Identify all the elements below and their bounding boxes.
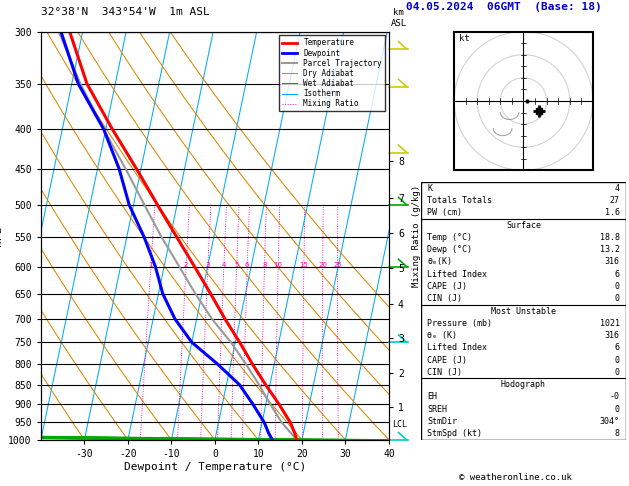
Text: Pressure (mb): Pressure (mb)	[427, 319, 493, 328]
Text: CIN (J): CIN (J)	[427, 368, 462, 377]
Text: 0: 0	[615, 294, 620, 303]
Text: Mixing Ratio (g/kg): Mixing Ratio (g/kg)	[412, 185, 421, 287]
Text: Totals Totals: Totals Totals	[427, 196, 493, 205]
Text: Hodograph: Hodograph	[501, 380, 546, 389]
Text: K: K	[427, 184, 432, 193]
Text: 18.8: 18.8	[599, 233, 620, 242]
Text: SREH: SREH	[427, 405, 447, 414]
Text: Temp (°C): Temp (°C)	[427, 233, 472, 242]
Text: Lifted Index: Lifted Index	[427, 270, 487, 278]
Text: 6: 6	[245, 261, 250, 268]
Text: 10: 10	[274, 261, 282, 268]
Text: 8: 8	[262, 261, 267, 268]
Text: 316: 316	[604, 331, 620, 340]
Text: 316: 316	[604, 258, 620, 266]
Text: 4: 4	[615, 184, 620, 193]
Text: 5: 5	[235, 261, 239, 268]
Text: 6: 6	[615, 270, 620, 278]
Text: 0: 0	[615, 282, 620, 291]
Text: Surface: Surface	[506, 221, 541, 230]
Text: 304°: 304°	[599, 417, 620, 426]
Text: 20: 20	[318, 261, 327, 268]
Text: θₑ (K): θₑ (K)	[427, 331, 457, 340]
Text: θₑ(K): θₑ(K)	[427, 258, 452, 266]
Text: CAPE (J): CAPE (J)	[427, 282, 467, 291]
Text: 2: 2	[184, 261, 188, 268]
X-axis label: Dewpoint / Temperature (°C): Dewpoint / Temperature (°C)	[124, 462, 306, 471]
Text: Dewp (°C): Dewp (°C)	[427, 245, 472, 254]
Text: 1: 1	[148, 261, 153, 268]
Text: 25: 25	[333, 261, 342, 268]
Text: Lifted Index: Lifted Index	[427, 343, 487, 352]
Text: kt: kt	[459, 34, 469, 43]
Text: Most Unstable: Most Unstable	[491, 307, 556, 315]
Text: CAPE (J): CAPE (J)	[427, 356, 467, 364]
Text: 6: 6	[615, 343, 620, 352]
Text: StmSpd (kt): StmSpd (kt)	[427, 429, 482, 438]
Text: km
ASL: km ASL	[391, 8, 407, 28]
Y-axis label: hPa: hPa	[0, 226, 3, 246]
Text: StmDir: StmDir	[427, 417, 457, 426]
Text: 13.2: 13.2	[599, 245, 620, 254]
Legend: Temperature, Dewpoint, Parcel Trajectory, Dry Adiabat, Wet Adiabat, Isotherm, Mi: Temperature, Dewpoint, Parcel Trajectory…	[279, 35, 385, 111]
Text: 27: 27	[610, 196, 620, 205]
Text: 1.6: 1.6	[604, 208, 620, 217]
Text: 0: 0	[615, 356, 620, 364]
Text: 32°38'N  343°54'W  1m ASL: 32°38'N 343°54'W 1m ASL	[41, 7, 209, 17]
Text: 8: 8	[615, 429, 620, 438]
Text: 1021: 1021	[599, 319, 620, 328]
Text: PW (cm): PW (cm)	[427, 208, 462, 217]
Text: 4: 4	[221, 261, 226, 268]
Text: LCL: LCL	[392, 420, 408, 429]
Text: 15: 15	[299, 261, 308, 268]
Text: 04.05.2024  06GMT  (Base: 18): 04.05.2024 06GMT (Base: 18)	[406, 2, 601, 12]
Text: EH: EH	[427, 392, 437, 401]
Text: 0: 0	[615, 368, 620, 377]
Text: 0: 0	[615, 405, 620, 414]
Text: -0: -0	[610, 392, 620, 401]
Text: 3: 3	[206, 261, 210, 268]
Text: CIN (J): CIN (J)	[427, 294, 462, 303]
Text: © weatheronline.co.uk: © weatheronline.co.uk	[459, 473, 572, 482]
